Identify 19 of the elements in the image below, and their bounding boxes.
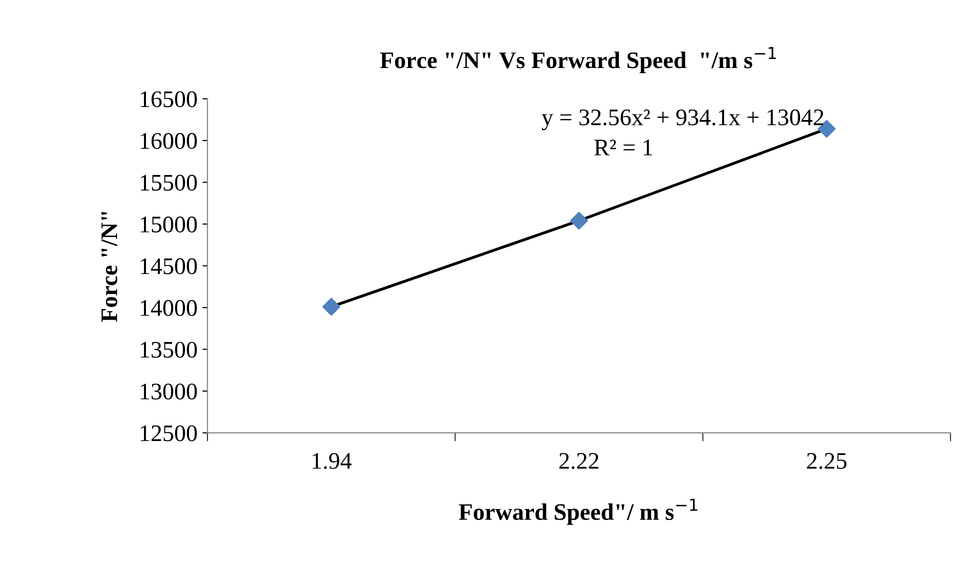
y-tick-label: 16000 — [140, 133, 197, 149]
y-tick-label: 13000 — [140, 384, 197, 400]
y-tick-label: 16500 — [140, 91, 197, 108]
x-tick-label: 2.22 — [559, 453, 598, 470]
annotation: y = 32.56x² + 934.1x + 13042 — [542, 109, 824, 130]
y-tick-label: 14500 — [140, 258, 197, 274]
point — [570, 212, 588, 230]
y-tick-label: 13500 — [140, 342, 197, 358]
y-tick-label: 12500 — [140, 425, 197, 442]
annotation: R² = 1 — [594, 140, 652, 156]
point — [322, 298, 340, 316]
y-tick-label: 15500 — [140, 174, 197, 191]
x-tick-label: 2.25 — [807, 453, 846, 470]
x-tick-label: 1.94 — [312, 453, 352, 470]
x-axis-title: Forward Speed"/ m s$^{−1}$ — [458, 498, 698, 525]
y-axis-title: Force "/N" — [101, 212, 118, 322]
y-tick-label: 14000 — [140, 300, 197, 316]
y-tick-label: 15000 — [140, 216, 197, 232]
chart-title: Force "/N" Vs Forward Speed "/m s$^{−1}$ — [380, 46, 776, 74]
